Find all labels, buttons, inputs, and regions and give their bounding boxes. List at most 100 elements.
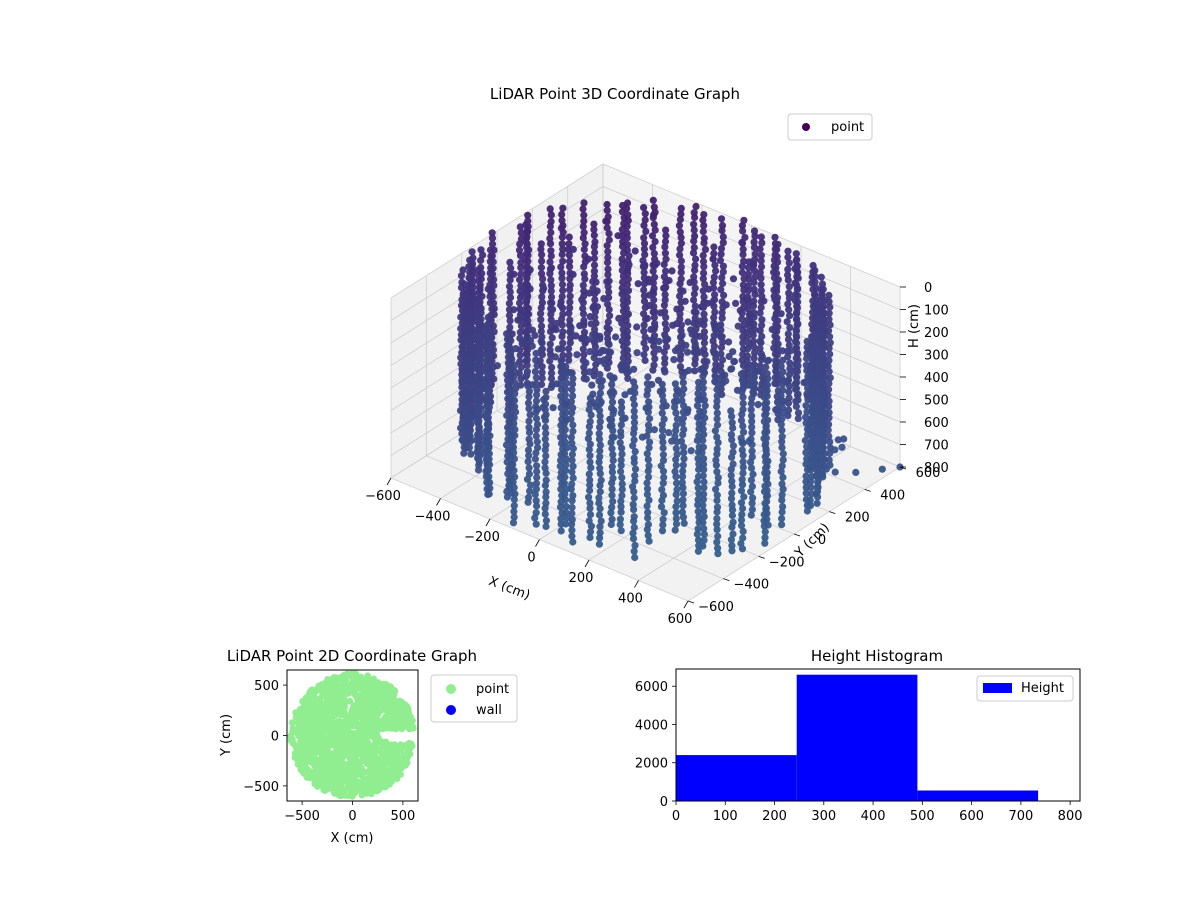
chart-3d-point <box>579 223 587 231</box>
chart-3d-point <box>631 541 639 550</box>
chart-3d-point <box>532 380 540 388</box>
chart-3d-point <box>532 349 540 357</box>
chart-3d-point <box>680 425 688 434</box>
chart-3d-point <box>633 323 641 331</box>
chart-3d-point <box>642 344 650 352</box>
chart-2d-point <box>392 725 400 733</box>
chart-3d-point <box>709 347 717 355</box>
chart-3d-point <box>553 319 561 327</box>
chart-3d-point <box>485 490 493 498</box>
chart-3d-point <box>650 313 659 321</box>
chart-3d-point <box>459 374 467 382</box>
chart-3d-point <box>561 385 570 393</box>
chart-3d-point <box>673 497 681 505</box>
chart-3d-point <box>485 450 493 458</box>
chart-3d-point <box>586 418 594 426</box>
chart-3d-point <box>484 355 492 363</box>
chart-3d-point <box>557 301 565 309</box>
chart-hist-xtick-label: 500 <box>910 809 935 824</box>
chart-2d-point <box>322 741 330 749</box>
chart-3d-point <box>640 297 649 305</box>
chart-3d-point <box>659 456 668 464</box>
chart-3d-point <box>533 420 542 428</box>
chart-3d-point <box>633 349 641 357</box>
chart-3d-point <box>459 397 467 405</box>
chart-hist-bar <box>917 790 1039 801</box>
chart-3d-point <box>525 464 533 472</box>
chart-3d-point <box>631 389 639 397</box>
chart-2d-point <box>354 696 362 704</box>
chart-3d-point <box>657 503 666 511</box>
chart-3d-point <box>486 326 494 334</box>
chart-3d-point <box>531 455 540 463</box>
chart-3d-point <box>699 287 707 295</box>
chart-3d-point <box>587 411 595 419</box>
chart-3d-point <box>700 269 708 277</box>
chart-3d-point <box>477 246 485 254</box>
chart-2d-point <box>287 737 295 745</box>
chart-3d-point <box>475 332 483 340</box>
chart-3d-point <box>465 424 474 433</box>
chart-3d-point <box>506 258 514 266</box>
chart-3d-point <box>779 473 787 481</box>
chart-3d-point <box>658 391 667 400</box>
chart-3d-point <box>648 232 657 240</box>
chart-3d-point <box>561 438 569 446</box>
chart-3d-point <box>792 360 800 368</box>
chart-3d-point <box>629 395 638 403</box>
chart-3d-point <box>712 485 720 493</box>
chart-3d-point <box>659 444 667 452</box>
chart-3d-point <box>586 504 594 512</box>
chart-3d-point <box>631 448 639 456</box>
chart-3d-point <box>568 480 576 488</box>
chart-3d-point <box>695 443 703 451</box>
chart-3d-point <box>562 502 570 511</box>
chart-3d-point <box>509 449 518 457</box>
chart-3d-point <box>744 270 752 278</box>
chart-3d-point <box>511 490 519 498</box>
chart-3d-point <box>619 238 627 246</box>
chart-3d-point <box>511 431 519 440</box>
chart-3d-point <box>661 320 669 328</box>
chart-3d-point <box>740 493 748 501</box>
chart-3d-point <box>791 380 800 388</box>
chart-3d-point <box>700 310 708 318</box>
chart-2d-point <box>313 756 321 763</box>
chart-3d-point <box>694 501 702 509</box>
chart-3d-point <box>517 270 525 278</box>
chart-3d-point <box>803 425 812 433</box>
chart-3d-point <box>747 488 755 496</box>
chart-3d-point <box>713 403 721 411</box>
chart-3d-point <box>601 360 609 368</box>
chart-3d-point <box>614 232 622 240</box>
chart-3d-point <box>658 421 666 429</box>
chart-hist-xtick-label: 800 <box>1058 809 1083 824</box>
chart-2d-point <box>288 719 296 726</box>
chart-2d-point <box>300 703 307 711</box>
chart-3d-point <box>778 404 787 412</box>
chart-3d-title: LiDAR Point 3D Coordinate Graph <box>490 85 740 103</box>
chart-3d-point <box>557 357 565 365</box>
chart-3d-point <box>778 491 786 499</box>
chart-2d-xtick-label: −500 <box>284 809 320 824</box>
chart-3d-point <box>509 443 518 451</box>
chart-3d-point <box>618 260 627 268</box>
chart-3d-point <box>737 516 746 524</box>
chart-3d-point <box>609 410 617 418</box>
chart-3d-point <box>505 299 513 307</box>
chart-3d-point <box>526 481 535 489</box>
chart-3d-point <box>671 403 679 411</box>
chart-3d-point <box>503 330 511 338</box>
chart-3d-point <box>758 316 766 324</box>
chart-3d-point <box>700 478 708 486</box>
chart-3d-point <box>603 206 611 214</box>
chart-3d-point <box>609 451 617 459</box>
chart-2d-point <box>393 713 401 721</box>
chart-3d-point <box>808 402 816 410</box>
chart-3d-point <box>748 364 756 372</box>
chart-3d-point <box>711 261 719 269</box>
chart-3d-point <box>516 276 524 284</box>
chart-3d-point <box>802 449 810 457</box>
chart-3d-point <box>727 407 735 415</box>
chart-2d-point <box>339 727 347 735</box>
